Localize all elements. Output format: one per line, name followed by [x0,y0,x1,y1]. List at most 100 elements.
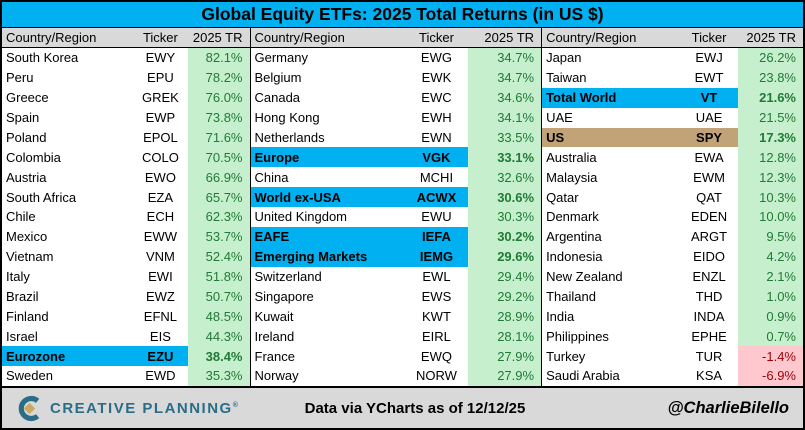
tr-cell: 21.6% [737,87,803,108]
table-row: Switzerland EWL 29.4% [251,266,542,287]
footer-bar: CREATIVE PLANNING® Data via YCharts as o… [2,386,803,428]
ticker-cell: EWU [421,209,452,225]
tr-cell: 33.5% [468,127,542,148]
table-row: EAFE IEFA 30.2% [250,226,542,247]
ticker-cell: EWO [144,169,176,185]
ticker-cell: EWM [693,169,725,185]
country-cell: China [254,169,289,185]
tr-cell: -1.4% [737,346,803,366]
registered-mark: ® [232,401,238,409]
tr-cell: 32.6% [468,167,542,188]
table-row: Qatar QAT 10.3% [542,187,803,207]
ticker-cell: EWD [145,368,176,384]
country-cell: Colombia [6,149,61,165]
table-row: Israel EIS 44.3% [2,326,250,347]
tr-cell: 0.9% [737,306,803,327]
ticker-cell: UAE [695,110,723,126]
country-cell: Belgium [254,70,302,86]
table-row: France EWQ 27.9% [251,346,542,366]
country-cell: Europe [250,147,405,168]
country-cell: Vietnam [6,249,54,265]
tr-cell: 30.2% [468,226,542,247]
tr-cell: 52.4% [187,246,250,267]
tr-cell: 34.7% [468,48,542,68]
tr-cell: 29.6% [468,246,542,267]
ticker-cell: EIRL [422,328,451,344]
table-group-3: Country/Region Ticker 2025 TR Japan EWJ 26… [541,28,803,386]
table-row: Italy EWI 51.8% [2,266,250,287]
country-cell: Indonesia [546,249,603,265]
tr-cell: 70.5% [187,147,250,168]
tr-cell: 9.5% [737,226,803,247]
ticker-cell: EWQ [420,348,452,364]
country-cell: Australia [546,149,597,165]
tr-cell: 2.1% [737,266,803,287]
ticker-cell: EZA [147,189,174,205]
ticker-cell: ACWX [404,187,469,207]
table-row: Saudi Arabia KSA -6.9% [542,366,803,386]
header-row: Country/Region Ticker 2025 TR [542,28,803,48]
table-group-2: Country/Region Ticker 2025 TR Germany EWG… [249,28,542,386]
country-cell: Saudi Arabia [546,368,620,384]
tr-cell: 17.3% [737,127,803,148]
country-cell: UAE [546,110,573,126]
table-row: Hong Kong EWH 34.1% [251,107,542,128]
etf-table: Country/Region Ticker 2025 TR South Kore… [2,28,803,386]
column-header-ticker: Ticker [691,30,727,45]
ticker-cell: EWI [148,269,173,285]
table-row: Denmark EDEN 10.0% [542,207,803,227]
ticker-cell: NORW [415,368,457,384]
ticker-cell: EWG [420,50,452,66]
tr-cell: 28.9% [468,306,542,327]
brand-logo: CREATIVE PLANNING® [16,395,290,422]
ticker-cell: EWZ [145,288,175,304]
country-cell: Finland [6,308,49,324]
table-row: Emerging Markets IEMG 29.6% [250,246,542,267]
author-handle: @CharlieBilello [667,398,790,417]
table-rows-group-1: South Korea EWY 82.1% Peru EPU 78.2% Greece GRE… [2,48,250,386]
country-cell: US [542,127,681,148]
country-cell: United Kingdom [254,209,348,225]
column-header-tr: 2025 TR [746,30,796,45]
column-header-country: Country/Region [546,30,637,45]
ticker-cell: ENZL [692,269,726,285]
page-title: Global Equity ETFs: 2025 Total Returns (… [201,4,604,24]
ticker-cell: TUR [695,348,723,364]
table-row: Indonesia EIDO 4.2% [542,246,803,267]
table-row: China MCHI 32.6% [251,167,542,188]
table-row: Europe VGK 33.1% [250,147,542,168]
country-cell: Kuwait [254,308,294,324]
table-row: New Zealand ENZL 2.1% [542,266,803,287]
country-cell: Austria [6,169,47,185]
country-cell: Denmark [546,209,599,225]
brand-name: CREATIVE PLANNING® [50,399,238,417]
country-cell: Emerging Markets [250,246,405,267]
table-row: Spain EWP 73.8% [2,107,250,128]
ticker-cell: EWA [694,149,724,165]
tr-cell: 29.2% [468,286,542,307]
country-cell: Poland [6,129,47,145]
ticker-cell: VT [680,87,738,108]
ticker-cell: GREK [141,90,179,106]
ticker-cell: QAT [696,189,722,205]
tr-cell: 35.3% [187,366,250,386]
table-row: South Africa EZA 65.7% [2,187,250,207]
country-cell: New Zealand [546,269,623,285]
country-cell: Malaysia [546,169,598,185]
tr-cell: 48.5% [187,306,250,327]
table-row: Germany EWG 34.7% [251,48,542,68]
country-cell: France [254,348,295,364]
ticker-cell: EFNL [143,308,178,324]
table-row: Finland EFNL 48.5% [2,306,250,327]
table-row: Greece GREK 76.0% [2,87,250,108]
country-cell: South Africa [6,189,77,205]
ticker-cell: IEFA [404,226,469,247]
ticker-cell: EWP [145,110,176,126]
table-row: Colombia COLO 70.5% [2,147,250,168]
country-cell: Ireland [254,328,295,344]
column-header-ticker: Ticker [419,30,454,45]
country-cell: Turkey [546,348,586,364]
country-cell: India [546,308,575,324]
tr-cell: 26.2% [737,48,803,68]
ticker-cell: EWL [422,269,451,285]
